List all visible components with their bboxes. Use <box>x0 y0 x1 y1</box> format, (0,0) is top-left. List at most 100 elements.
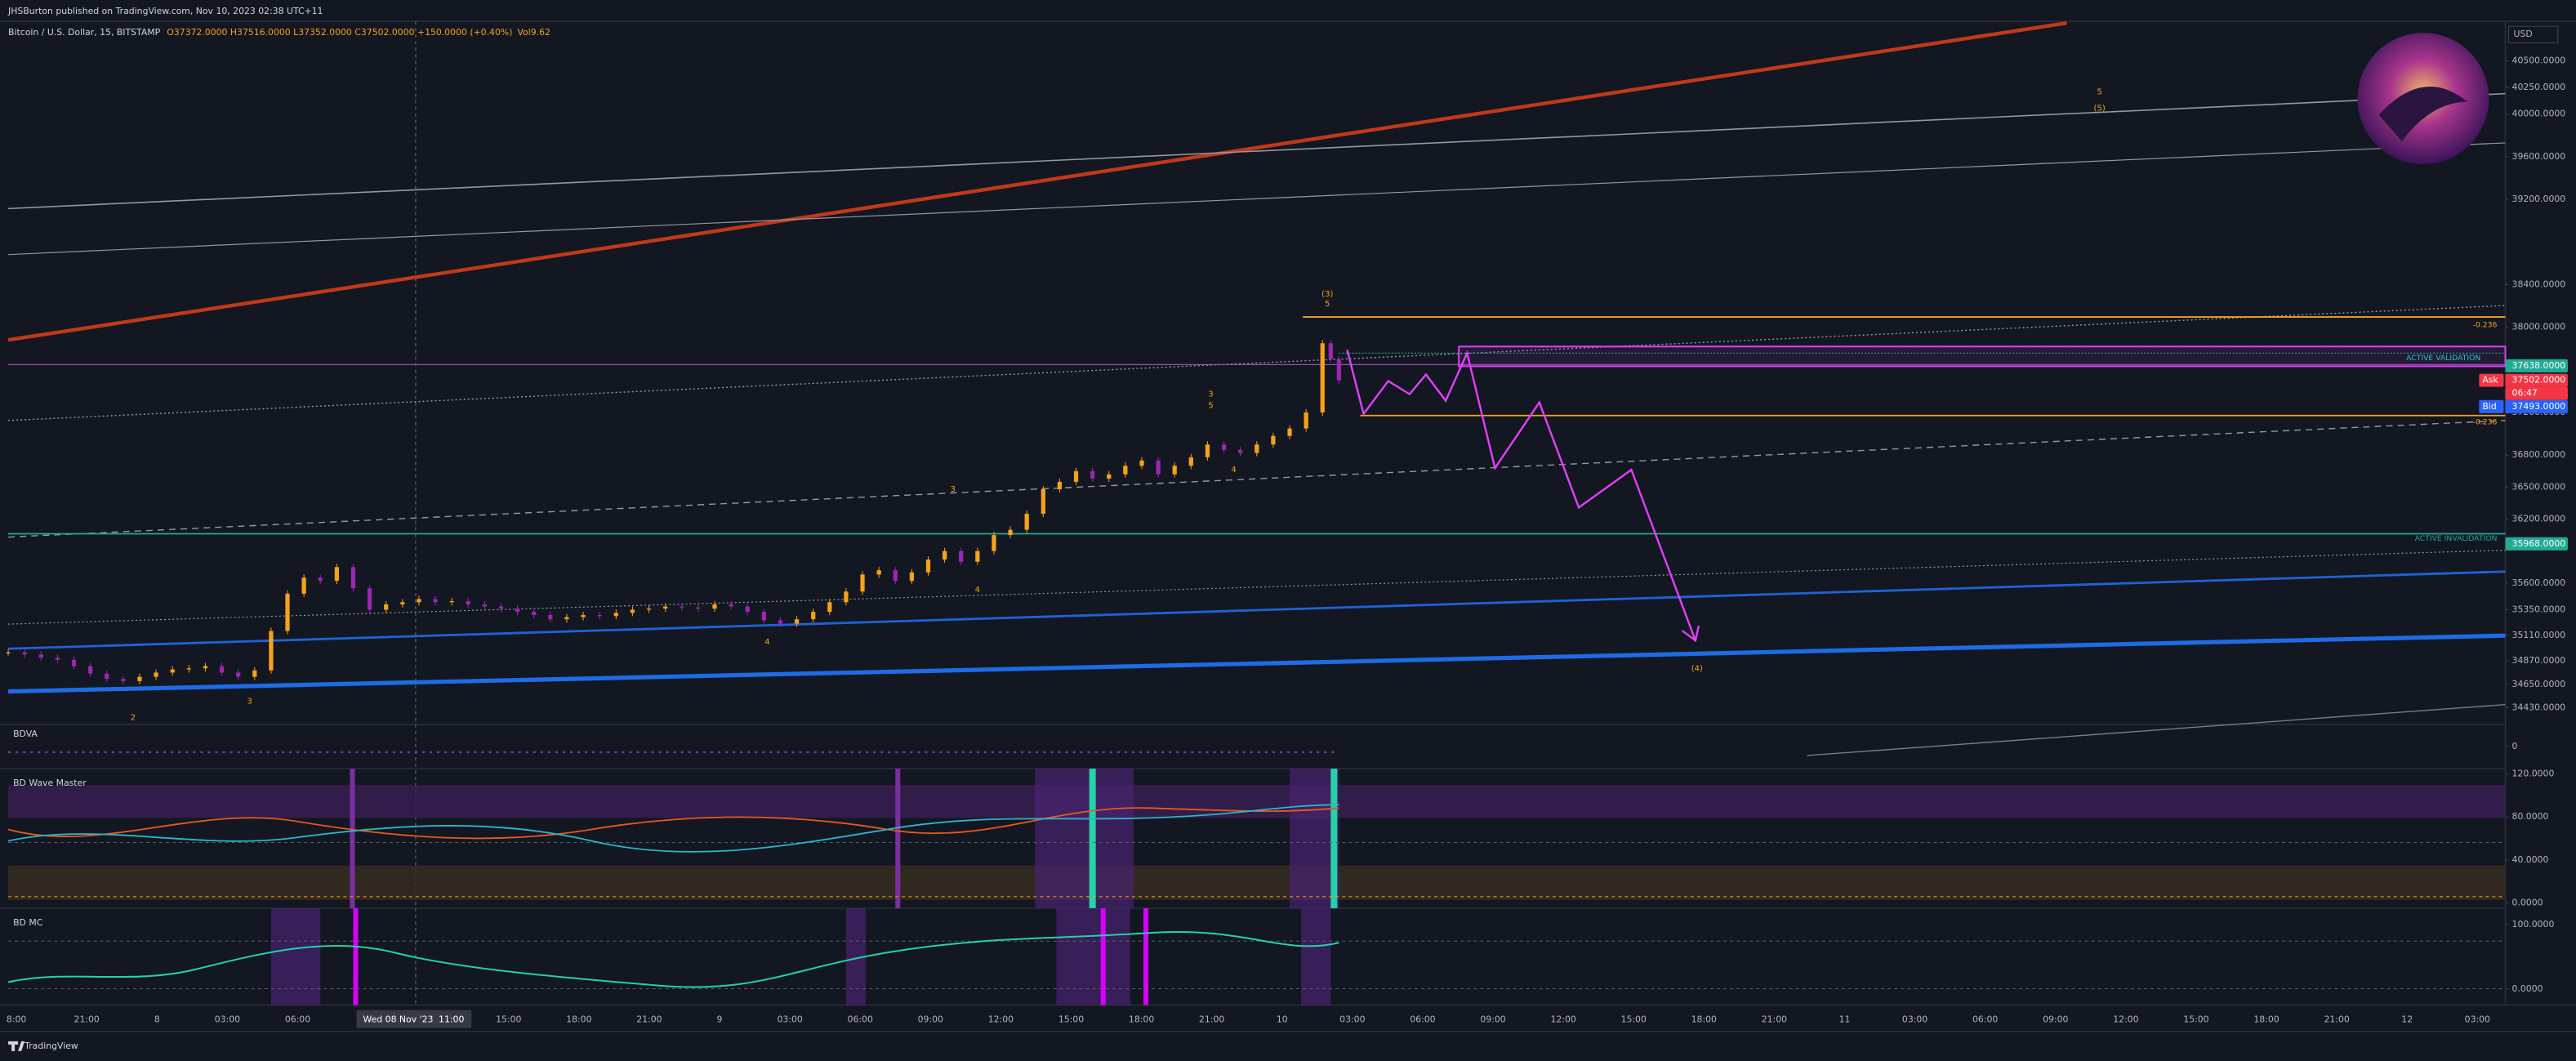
time-label: 15:00 <box>496 1014 521 1025</box>
candle <box>1107 474 1112 479</box>
candle <box>71 659 77 666</box>
price-tag-label: 37493.0000 <box>2512 401 2566 412</box>
time-label: 06:00 <box>1972 1014 1998 1025</box>
candle <box>350 567 356 589</box>
time-label: 03:00 <box>215 1014 240 1025</box>
zone-label: ACTIVE VALIDATION <box>2406 354 2480 363</box>
candle <box>219 666 225 673</box>
candle <box>597 614 602 617</box>
time-label: 18:00 <box>1691 1014 1717 1025</box>
candle <box>564 617 569 620</box>
candle <box>1123 466 1128 475</box>
trend-line <box>7 20 2067 342</box>
ohlc: O37372.0000 H37516.0000 L37352.0000 C375… <box>167 27 512 38</box>
candle <box>794 619 800 624</box>
candle <box>1041 488 1045 515</box>
pane-tick-label: 120.0000 <box>2512 769 2555 779</box>
pane-separators <box>0 20 2576 1032</box>
price-tick-label: 40250.0000 <box>2512 82 2566 92</box>
wave-label: 4 <box>1231 466 1236 475</box>
candle <box>252 670 257 677</box>
candle <box>1336 359 1341 381</box>
price-tag-prefix: Ask <box>2482 375 2498 386</box>
wave-label: 5 <box>1325 300 1330 309</box>
time-label: 21:00 <box>1762 1014 1787 1025</box>
time-label: 8 <box>154 1014 160 1025</box>
volume: Vol9.62 <box>517 27 550 38</box>
crosshair-time: 11:00 <box>439 1014 464 1025</box>
candle <box>1139 460 1144 466</box>
wave-label: (5) <box>2094 105 2106 114</box>
price-tick-label: 36500.0000 <box>2512 481 2566 492</box>
time-label: 21:00 <box>1199 1014 1224 1025</box>
candle <box>1238 449 1243 453</box>
candle <box>137 676 142 681</box>
candle <box>203 666 208 669</box>
projection-arrow <box>1682 625 1700 643</box>
time-label: 09:00 <box>918 1014 943 1025</box>
candle <box>959 551 964 562</box>
currency[interactable]: USD <box>2514 29 2533 39</box>
candle <box>1255 444 1259 453</box>
oversold-band <box>8 865 2506 900</box>
candle <box>532 612 537 615</box>
candle <box>613 613 618 617</box>
price-tag-label: 37638.0000 <box>2512 360 2566 371</box>
price-tick-label: 39600.0000 <box>2512 151 2566 162</box>
mc-line <box>7 931 1339 988</box>
candle <box>827 602 832 613</box>
candle <box>680 606 684 608</box>
pane-title: BD Wave Master <box>13 778 87 788</box>
pane-tick-label: 100.0000 <box>2512 919 2555 929</box>
channel-line <box>7 633 2506 694</box>
candle <box>1221 444 1227 450</box>
candle <box>729 604 733 607</box>
candle <box>761 612 766 621</box>
price-tag-prefix-box <box>2479 373 2504 387</box>
time-label: 09:00 <box>2043 1014 2068 1025</box>
candle <box>154 672 158 677</box>
price-tick-label: 36800.0000 <box>2512 449 2566 460</box>
price-tag-box <box>2505 537 2568 551</box>
time-label: 18:00 <box>2253 1014 2279 1025</box>
time-label: 15:00 <box>1058 1014 1084 1025</box>
candle <box>88 666 93 674</box>
candle <box>581 614 586 617</box>
candle <box>992 535 996 551</box>
crosshair-time-box <box>356 1010 472 1028</box>
signal-bar <box>1330 769 1338 908</box>
candle <box>893 570 898 582</box>
overbought-band <box>8 785 2506 818</box>
indicator-panes <box>7 751 2506 1005</box>
signal-bar <box>1089 769 1096 908</box>
time-label: 12:00 <box>1550 1014 1575 1025</box>
candle <box>548 614 553 620</box>
time-label: 03:00 <box>777 1014 802 1025</box>
trend-line <box>8 92 2506 210</box>
candle <box>433 599 438 603</box>
time-label: 18:00 <box>566 1014 591 1025</box>
price-tag: 37638.0000 <box>2505 359 2568 372</box>
candle <box>285 593 290 631</box>
price-tick-label: 35600.0000 <box>2512 577 2566 588</box>
publisher: JHSBurton published on TradingView.com, … <box>7 6 323 16</box>
candle <box>876 570 881 575</box>
candle <box>844 591 849 603</box>
currency-button[interactable] <box>2508 25 2559 43</box>
candle <box>170 669 175 673</box>
wave-label: 5 <box>2097 88 2101 97</box>
candle <box>1172 466 1177 475</box>
candle <box>1320 343 1325 413</box>
price-tick-label: 35350.0000 <box>2512 604 2566 614</box>
candle <box>909 572 914 582</box>
price-tick-label: 38000.0000 <box>2512 322 2566 332</box>
price-tick-label: 38400.0000 <box>2512 279 2566 289</box>
candle <box>1057 481 1063 489</box>
time-label: 21:00 <box>74 1014 100 1025</box>
signal-bar <box>1143 907 1149 1005</box>
signal-bar <box>1100 907 1106 1005</box>
price-tag-box <box>2505 386 2568 400</box>
price-tag: Bid 37493.0000 <box>2479 399 2568 413</box>
